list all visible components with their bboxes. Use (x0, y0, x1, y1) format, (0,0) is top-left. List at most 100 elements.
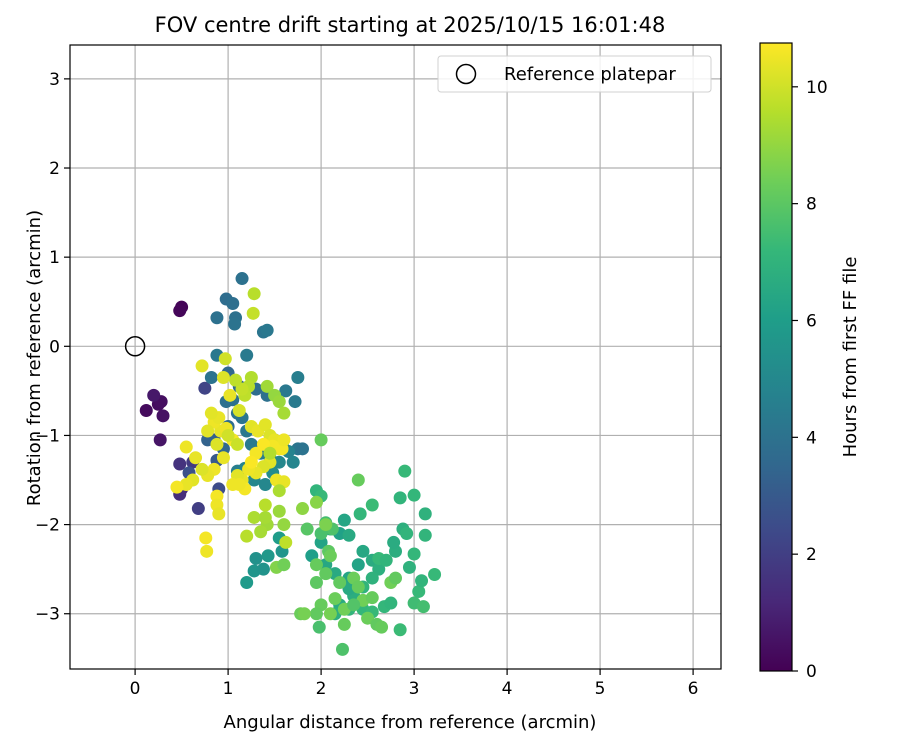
data-point (333, 576, 347, 590)
x-axis-label: Angular distance from reference (arcmin) (224, 712, 597, 733)
data-point (342, 528, 356, 542)
data-point (361, 611, 375, 625)
x-tick-label: 4 (502, 679, 513, 699)
x-tick-label: 2 (316, 679, 327, 699)
data-point (235, 382, 249, 396)
data-point (286, 455, 300, 469)
data-point (328, 592, 342, 606)
data-point (228, 317, 242, 331)
data-point (272, 504, 286, 518)
y-tick-label: 1 (49, 248, 60, 268)
data-point (221, 428, 235, 442)
data-point (258, 510, 272, 524)
colorbar-label: Hours from first FF file (840, 257, 861, 458)
data-point (356, 544, 370, 558)
data-point (347, 598, 361, 612)
data-point (279, 535, 293, 549)
data-point (277, 406, 291, 420)
x-tick-label: 0 (130, 679, 141, 699)
y-tick-label: 0 (49, 337, 60, 357)
data-point (309, 495, 323, 509)
x-tick-label: 3 (409, 679, 420, 699)
data-point (277, 558, 291, 572)
data-point (335, 642, 349, 656)
colorbar-tick-label: 8 (806, 195, 817, 215)
data-point (323, 607, 337, 621)
reference-marker (124, 336, 146, 357)
legend: Reference platepar (437, 55, 712, 93)
data-point (191, 502, 205, 516)
data-point (246, 306, 260, 320)
data-point (400, 527, 414, 541)
colorbar-ticks: 0 2 4 6 8 10 (792, 78, 828, 682)
data-point (402, 560, 416, 574)
data-point (244, 455, 258, 469)
data-points (139, 272, 442, 656)
data-point (309, 558, 323, 572)
data-point (199, 531, 213, 545)
data-point (277, 433, 291, 447)
data-point (235, 272, 249, 286)
data-point (296, 442, 309, 456)
data-point (170, 480, 184, 494)
data-point (353, 507, 367, 521)
data-point (337, 513, 351, 527)
data-point (258, 477, 272, 491)
data-point (416, 600, 430, 614)
y-tick-label: 2 (49, 159, 60, 179)
data-point (204, 406, 218, 420)
data-point (230, 437, 244, 451)
data-point (260, 323, 274, 337)
data-point (428, 568, 442, 582)
y-tick-label: −1 (35, 426, 60, 446)
data-point (407, 547, 421, 561)
y-axis-ticks: −3 −2 −1 0 1 2 3 (35, 70, 70, 625)
data-point (240, 348, 254, 362)
data-point (189, 451, 203, 465)
data-point (375, 620, 389, 634)
data-point (263, 446, 277, 460)
data-point (351, 473, 365, 487)
data-point (210, 311, 224, 325)
data-point (198, 381, 212, 395)
data-point (323, 549, 337, 563)
data-point (139, 403, 153, 417)
data-point (247, 287, 261, 301)
x-axis-ticks: 0 1 2 3 4 5 6 (130, 669, 699, 699)
data-point (279, 384, 293, 398)
data-point (200, 544, 214, 558)
data-point (389, 571, 402, 585)
data-point (223, 388, 237, 402)
data-point (254, 525, 268, 539)
data-point (277, 518, 291, 532)
data-point (418, 507, 432, 521)
data-point (179, 440, 193, 454)
data-point (418, 528, 432, 542)
data-point (201, 424, 215, 438)
data-point (173, 304, 187, 318)
data-point (210, 437, 224, 451)
data-point (365, 571, 379, 585)
data-point (229, 373, 243, 387)
data-point (351, 558, 365, 572)
data-point (258, 418, 272, 432)
data-point (372, 562, 386, 576)
x-tick-label: 6 (688, 679, 699, 699)
data-point (312, 620, 326, 634)
data-point (319, 567, 333, 581)
data-point (319, 518, 333, 532)
data-point (272, 484, 286, 498)
data-point (153, 433, 167, 447)
y-tick-label: −3 (35, 605, 60, 625)
data-point (173, 457, 187, 471)
data-point (210, 489, 224, 503)
data-point (195, 359, 209, 373)
chart-title: FOV centre drift starting at 2025/10/15 … (155, 13, 666, 37)
data-point (296, 502, 309, 516)
colorbar-gradient (759, 42, 793, 672)
data-point (415, 574, 429, 588)
data-point (387, 535, 401, 549)
data-point (314, 535, 328, 549)
colorbar-tick-label: 2 (806, 545, 817, 565)
